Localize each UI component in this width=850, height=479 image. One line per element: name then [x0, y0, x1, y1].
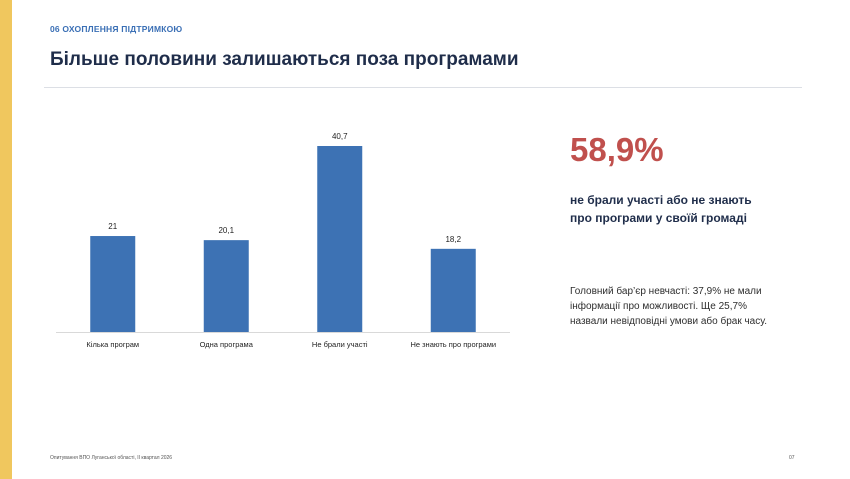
- bar-value-label: 21: [108, 222, 117, 231]
- bar-value-label: 20,1: [218, 226, 234, 235]
- bar-value-label: 40,7: [332, 132, 348, 141]
- footer-source: Опитування ВПО Луганської області, II кв…: [50, 455, 173, 461]
- accent-bar: [0, 0, 12, 479]
- category-label: Кілька програм: [86, 340, 139, 349]
- category-label: Не знають про програми: [410, 340, 496, 349]
- insight-note: Головний бар’єр невчасті: 37,9% не мали …: [570, 286, 768, 327]
- bar: [317, 146, 363, 332]
- divider: [44, 87, 802, 88]
- bar: [430, 248, 476, 332]
- category-label: Одна програма: [200, 340, 254, 349]
- page-number: 07: [789, 455, 795, 461]
- highlight-value: 58,9%: [570, 131, 664, 168]
- section-label: 06 ОХОПЛЕННЯ ПІДТРИМКОЮ: [50, 24, 183, 34]
- page-title: Більше половини залишаються поза програм…: [50, 49, 519, 70]
- bar: [203, 240, 249, 332]
- highlight-caption: не брали участі або не знають про програ…: [570, 193, 752, 225]
- bar-value-label: 18,2: [445, 235, 461, 244]
- bar: [90, 236, 136, 332]
- category-label: Не брали участі: [312, 340, 368, 349]
